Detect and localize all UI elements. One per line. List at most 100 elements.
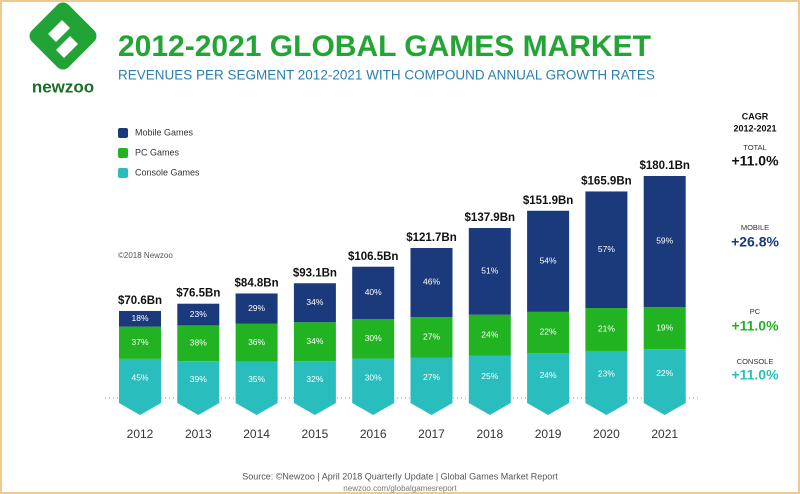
bar-segment (527, 353, 570, 398)
segment-label: 22% (656, 368, 673, 378)
total-label: $93.1Bn (293, 267, 337, 279)
total-label: $70.6Bn (118, 295, 162, 307)
legend-label: PC Games (135, 147, 180, 157)
segment-label: 40% (365, 287, 382, 297)
bar-segment (119, 358, 161, 398)
cagr-name: PC (750, 307, 761, 316)
segment-label: 25% (481, 371, 498, 381)
segment-label: 59% (656, 236, 673, 246)
x-tick-label: 2020 (593, 427, 620, 441)
bar-segment (352, 266, 395, 320)
bar-arrow (235, 398, 278, 415)
total-label: $84.8Bn (235, 278, 279, 290)
bar-segment (643, 176, 686, 307)
bar-segment (293, 283, 336, 323)
segment-label: 54% (540, 256, 557, 266)
segment-label: 34% (306, 297, 323, 307)
segment-label: 19% (656, 322, 673, 332)
bar-segment (119, 326, 161, 359)
bar-segment (468, 228, 511, 315)
total-label: $165.9Bn (581, 175, 632, 187)
cagr-title: CAGR (742, 111, 769, 121)
segment-label: 29% (248, 303, 265, 313)
cagr-period: 2012-2021 (733, 123, 776, 133)
bar-arrow (293, 398, 336, 415)
segment-label: 30% (365, 333, 382, 343)
bar-segment (235, 361, 278, 398)
bar-segment (585, 191, 628, 309)
cagr-value: +11.0% (731, 367, 779, 383)
copyright: ©2018 Newzoo (118, 251, 173, 260)
chart-subtitle: REVENUES PER SEGMENT 2012-2021 WITH COMP… (118, 68, 655, 83)
segment-label: 32% (306, 374, 323, 384)
bar-segment (235, 323, 278, 362)
bar-segment (410, 247, 453, 317)
bar-arrow (527, 398, 570, 415)
segment-label: 39% (190, 374, 207, 384)
segment-label: 23% (190, 309, 207, 319)
cagr-name: TOTAL (743, 143, 766, 152)
legend-label: Console Games (135, 167, 200, 177)
total-label: $106.5Bn (348, 251, 399, 263)
x-tick-label: 2017 (418, 427, 445, 441)
segment-label: 45% (131, 373, 148, 383)
bar-segment (293, 322, 336, 362)
source-url: newzoo.com/globalgamesreport (343, 484, 457, 493)
total-label: $76.5Bn (176, 288, 220, 300)
segment-label: 23% (598, 369, 615, 379)
bar-arrow (410, 398, 453, 415)
logo-stripes (48, 20, 78, 58)
cagr-name: CONSOLE (737, 357, 774, 366)
logo-mark (29, 2, 97, 70)
cagr-value: +11.0% (731, 153, 779, 169)
legend-label: Mobile Games (135, 127, 194, 137)
segment-label: 34% (306, 336, 323, 346)
bar-segment (293, 361, 336, 398)
bar-segment (177, 303, 220, 326)
bar-segment (177, 325, 220, 362)
bar-segment (119, 310, 161, 327)
segment-label: 37% (131, 337, 148, 347)
x-tick-label: 2018 (476, 427, 503, 441)
x-tick-label: 2019 (535, 427, 562, 441)
segment-label: 18% (131, 313, 148, 323)
source: Source: ©Newzoo | April 2018 Quarterly U… (242, 471, 558, 481)
bar-segment (585, 350, 628, 398)
total-label: $151.9Bn (523, 195, 574, 207)
x-tick-label: 2015 (302, 427, 329, 441)
segment-label: 57% (598, 244, 615, 254)
bar-segment (235, 293, 278, 324)
segment-label: 24% (481, 329, 498, 339)
bar-arrow (643, 398, 686, 415)
total-label: $121.7Bn (406, 232, 457, 244)
total-label: $180.1Bn (639, 160, 690, 172)
total-label: $137.9Bn (465, 212, 516, 224)
bar-segment (585, 308, 628, 351)
segment-label: 46% (423, 277, 440, 287)
segment-label: 21% (598, 324, 615, 334)
logo: newzoo (29, 2, 97, 96)
chart-title: 2012-2021 GLOBAL GAMES MARKET (118, 30, 651, 63)
segment-label: 27% (423, 372, 440, 382)
bar-arrow (468, 398, 511, 415)
segment-label: 51% (481, 266, 498, 276)
bar-segment (527, 311, 570, 354)
cagr-value: +11.0% (731, 318, 779, 334)
segment-label: 35% (248, 374, 265, 384)
x-tick-label: 2016 (360, 427, 387, 441)
segment-label: 22% (540, 327, 557, 337)
bar-segment (468, 355, 511, 398)
segment-label: 24% (540, 370, 557, 380)
segment-label: 27% (423, 331, 440, 341)
x-tick-label: 2012 (127, 427, 154, 441)
segment-label: 36% (248, 337, 265, 347)
segment-label: 38% (190, 338, 207, 348)
bar-segment (352, 358, 395, 398)
cagr-name: MOBILE (741, 223, 769, 232)
bar-segment (352, 319, 395, 359)
bar-segment (177, 361, 220, 398)
bar-segment (410, 357, 453, 398)
bar-segment (643, 306, 686, 350)
